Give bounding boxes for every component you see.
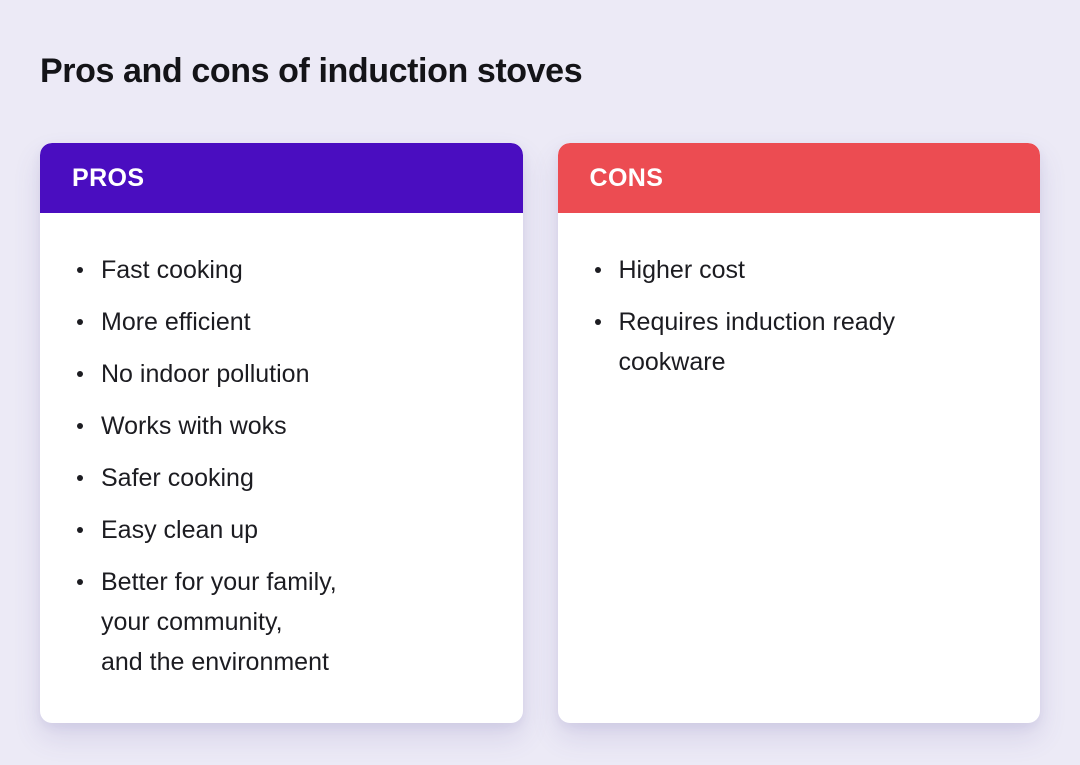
list-item-text: Fast cooking xyxy=(101,256,243,284)
list-item: Safer cooking xyxy=(77,458,485,498)
list-item: More efficient xyxy=(77,302,485,342)
cons-card-header: CONS xyxy=(557,143,1040,213)
cons-list: Higher cost Requires induction ready coo… xyxy=(558,213,1041,394)
list-item: Better for your family, your community, … xyxy=(77,562,485,682)
cons-card-title: CONS xyxy=(589,163,664,192)
bullet-icon xyxy=(77,354,101,377)
list-item-text: Requires induction ready cookware xyxy=(618,308,896,376)
list-item-text: Easy clean up xyxy=(101,516,259,544)
bullet-icon xyxy=(77,250,101,273)
pros-card-header: PROS xyxy=(40,143,523,213)
pros-list: Fast cooking More efficient No indoor po… xyxy=(40,213,523,694)
bullet-icon xyxy=(77,302,101,325)
list-item-text: Higher cost xyxy=(618,256,745,284)
cards-container: PROS Fast cooking More efficient No indo… xyxy=(40,143,1040,723)
list-item: Works with woks xyxy=(77,406,485,446)
bullet-icon xyxy=(77,510,101,533)
list-item-text: Works with woks xyxy=(101,412,287,440)
page-title: Pros and cons of induction stoves xyxy=(40,52,583,90)
list-item-text: Better for your family, your community, … xyxy=(101,568,337,676)
bullet-icon xyxy=(595,302,619,325)
bullet-icon xyxy=(77,406,101,429)
list-item-text: No indoor pollution xyxy=(101,360,310,388)
list-item-text: Safer cooking xyxy=(101,464,254,492)
list-item: Higher cost xyxy=(595,250,1003,290)
pros-card-title: PROS xyxy=(72,163,145,192)
list-item: No indoor pollution xyxy=(77,354,485,394)
list-item-text: More efficient xyxy=(101,308,251,336)
cons-card: CONS Higher cost Requires induction read… xyxy=(557,143,1041,723)
pros-card: PROS Fast cooking More efficient No indo… xyxy=(40,143,523,723)
bullet-icon xyxy=(77,458,101,481)
list-item: Requires induction ready cookware xyxy=(595,302,1003,382)
list-item: Fast cooking xyxy=(77,250,485,290)
bullet-icon xyxy=(77,562,101,585)
list-item: Easy clean up xyxy=(77,510,485,550)
bullet-icon xyxy=(595,250,619,273)
